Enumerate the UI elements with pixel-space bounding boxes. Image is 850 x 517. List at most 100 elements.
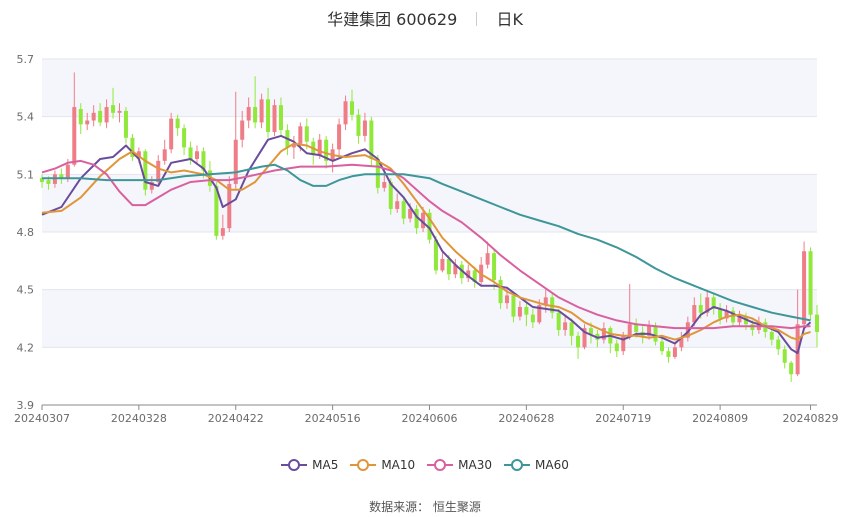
candle-body <box>601 328 606 340</box>
legend-label: MA5 <box>312 458 339 472</box>
legend-label: MA60 <box>535 458 569 472</box>
candle-body <box>117 110 122 113</box>
candle-body <box>692 305 697 323</box>
candle-body <box>569 322 574 336</box>
candle-body <box>194 151 200 159</box>
candle-body <box>782 349 787 363</box>
candle-body <box>492 253 497 281</box>
x-tick-label: 20240719 <box>595 412 651 425</box>
candle-body <box>343 101 348 125</box>
candle-body <box>240 120 245 140</box>
candle-body <box>466 270 471 279</box>
candle-body <box>85 120 90 125</box>
y-tick-label: 3.9 <box>17 399 35 412</box>
candle-body <box>724 310 729 319</box>
candle-body <box>78 108 83 125</box>
x-tick-label: 20240628 <box>498 412 554 425</box>
candle-body <box>453 264 458 275</box>
candle-body <box>188 147 193 159</box>
candle-body <box>362 120 367 136</box>
candle-body <box>517 306 522 317</box>
source-label: 数据来源： <box>369 500 430 514</box>
candle-body <box>317 139 322 156</box>
candle-body <box>440 258 445 271</box>
candle-body <box>65 164 70 179</box>
legend-marker-icon <box>350 459 377 471</box>
candle-body <box>337 124 342 150</box>
candle-body <box>576 335 581 348</box>
candle-body <box>711 297 716 309</box>
candle-body <box>39 178 45 183</box>
y-tick-label: 4.8 <box>17 226 35 239</box>
candle-body <box>776 339 781 350</box>
x-tick-label: 20240516 <box>305 412 361 425</box>
x-tick-label: 20240328 <box>111 412 167 425</box>
candle-body <box>201 151 206 171</box>
legend-item[interactable]: MA60 <box>504 458 569 472</box>
candle-body <box>679 337 684 348</box>
legend-item[interactable]: MA10 <box>350 458 415 472</box>
candle-body <box>46 180 51 184</box>
candle-body <box>156 160 161 183</box>
candle-body <box>511 295 516 317</box>
candle-body <box>427 212 432 240</box>
candle-body <box>433 239 438 271</box>
y-tick-label: 5.1 <box>17 168 35 181</box>
legend-marker-icon <box>504 459 531 471</box>
candle-body <box>737 316 742 323</box>
candle-body <box>162 149 167 161</box>
candle-body <box>769 331 774 340</box>
candle-body <box>414 208 419 229</box>
y-tick-label: 4.5 <box>17 284 35 297</box>
candle-body <box>504 295 510 304</box>
candle-body <box>175 118 180 129</box>
candle-body <box>104 107 109 123</box>
title-divider <box>476 12 478 26</box>
legend-item[interactable]: MA5 <box>281 458 338 472</box>
candle-body <box>253 107 258 123</box>
candle-body <box>72 107 77 165</box>
candle-body <box>291 143 296 148</box>
candle-body <box>136 151 141 158</box>
candle-body <box>304 126 309 142</box>
candle-body <box>621 335 626 352</box>
candle-body <box>446 258 451 275</box>
candle-body <box>421 212 426 229</box>
ma60-line <box>42 163 811 322</box>
candle-body <box>369 120 374 159</box>
candle-body <box>143 151 148 190</box>
candle-body <box>627 324 632 336</box>
candle-body <box>588 328 593 334</box>
legend-label: MA10 <box>381 458 416 472</box>
x-tick-label: 20240809 <box>692 412 748 425</box>
candle-body <box>408 208 413 219</box>
candle-body <box>266 99 271 133</box>
legend-label: MA30 <box>458 458 493 472</box>
candle-body <box>472 270 477 282</box>
ma5-line <box>41 134 812 355</box>
candle-body <box>233 139 238 184</box>
period-label: 日K <box>496 10 523 29</box>
candle-body <box>582 328 587 348</box>
candle-body <box>169 118 174 150</box>
candle-body <box>685 322 690 338</box>
ma30-line <box>41 159 811 330</box>
candle-body <box>814 314 820 332</box>
candle-body <box>718 308 723 319</box>
legend-marker-icon <box>427 459 454 471</box>
candle-body <box>698 305 703 313</box>
candle-body <box>524 306 529 315</box>
candle-body <box>227 183 232 229</box>
stock-name: 华建集团 <box>327 10 392 29</box>
candle-body <box>653 326 658 342</box>
candle-body <box>789 362 794 375</box>
y-tick-label: 4.2 <box>17 341 35 354</box>
candle-body <box>59 174 64 179</box>
legend-item[interactable]: MA30 <box>427 458 492 472</box>
candle-body <box>98 110 103 123</box>
candle-body <box>272 105 277 133</box>
plot-band <box>42 59 817 117</box>
candle-body <box>401 201 406 219</box>
candle-body <box>388 182 393 209</box>
stock-code: 600629 <box>396 10 458 29</box>
